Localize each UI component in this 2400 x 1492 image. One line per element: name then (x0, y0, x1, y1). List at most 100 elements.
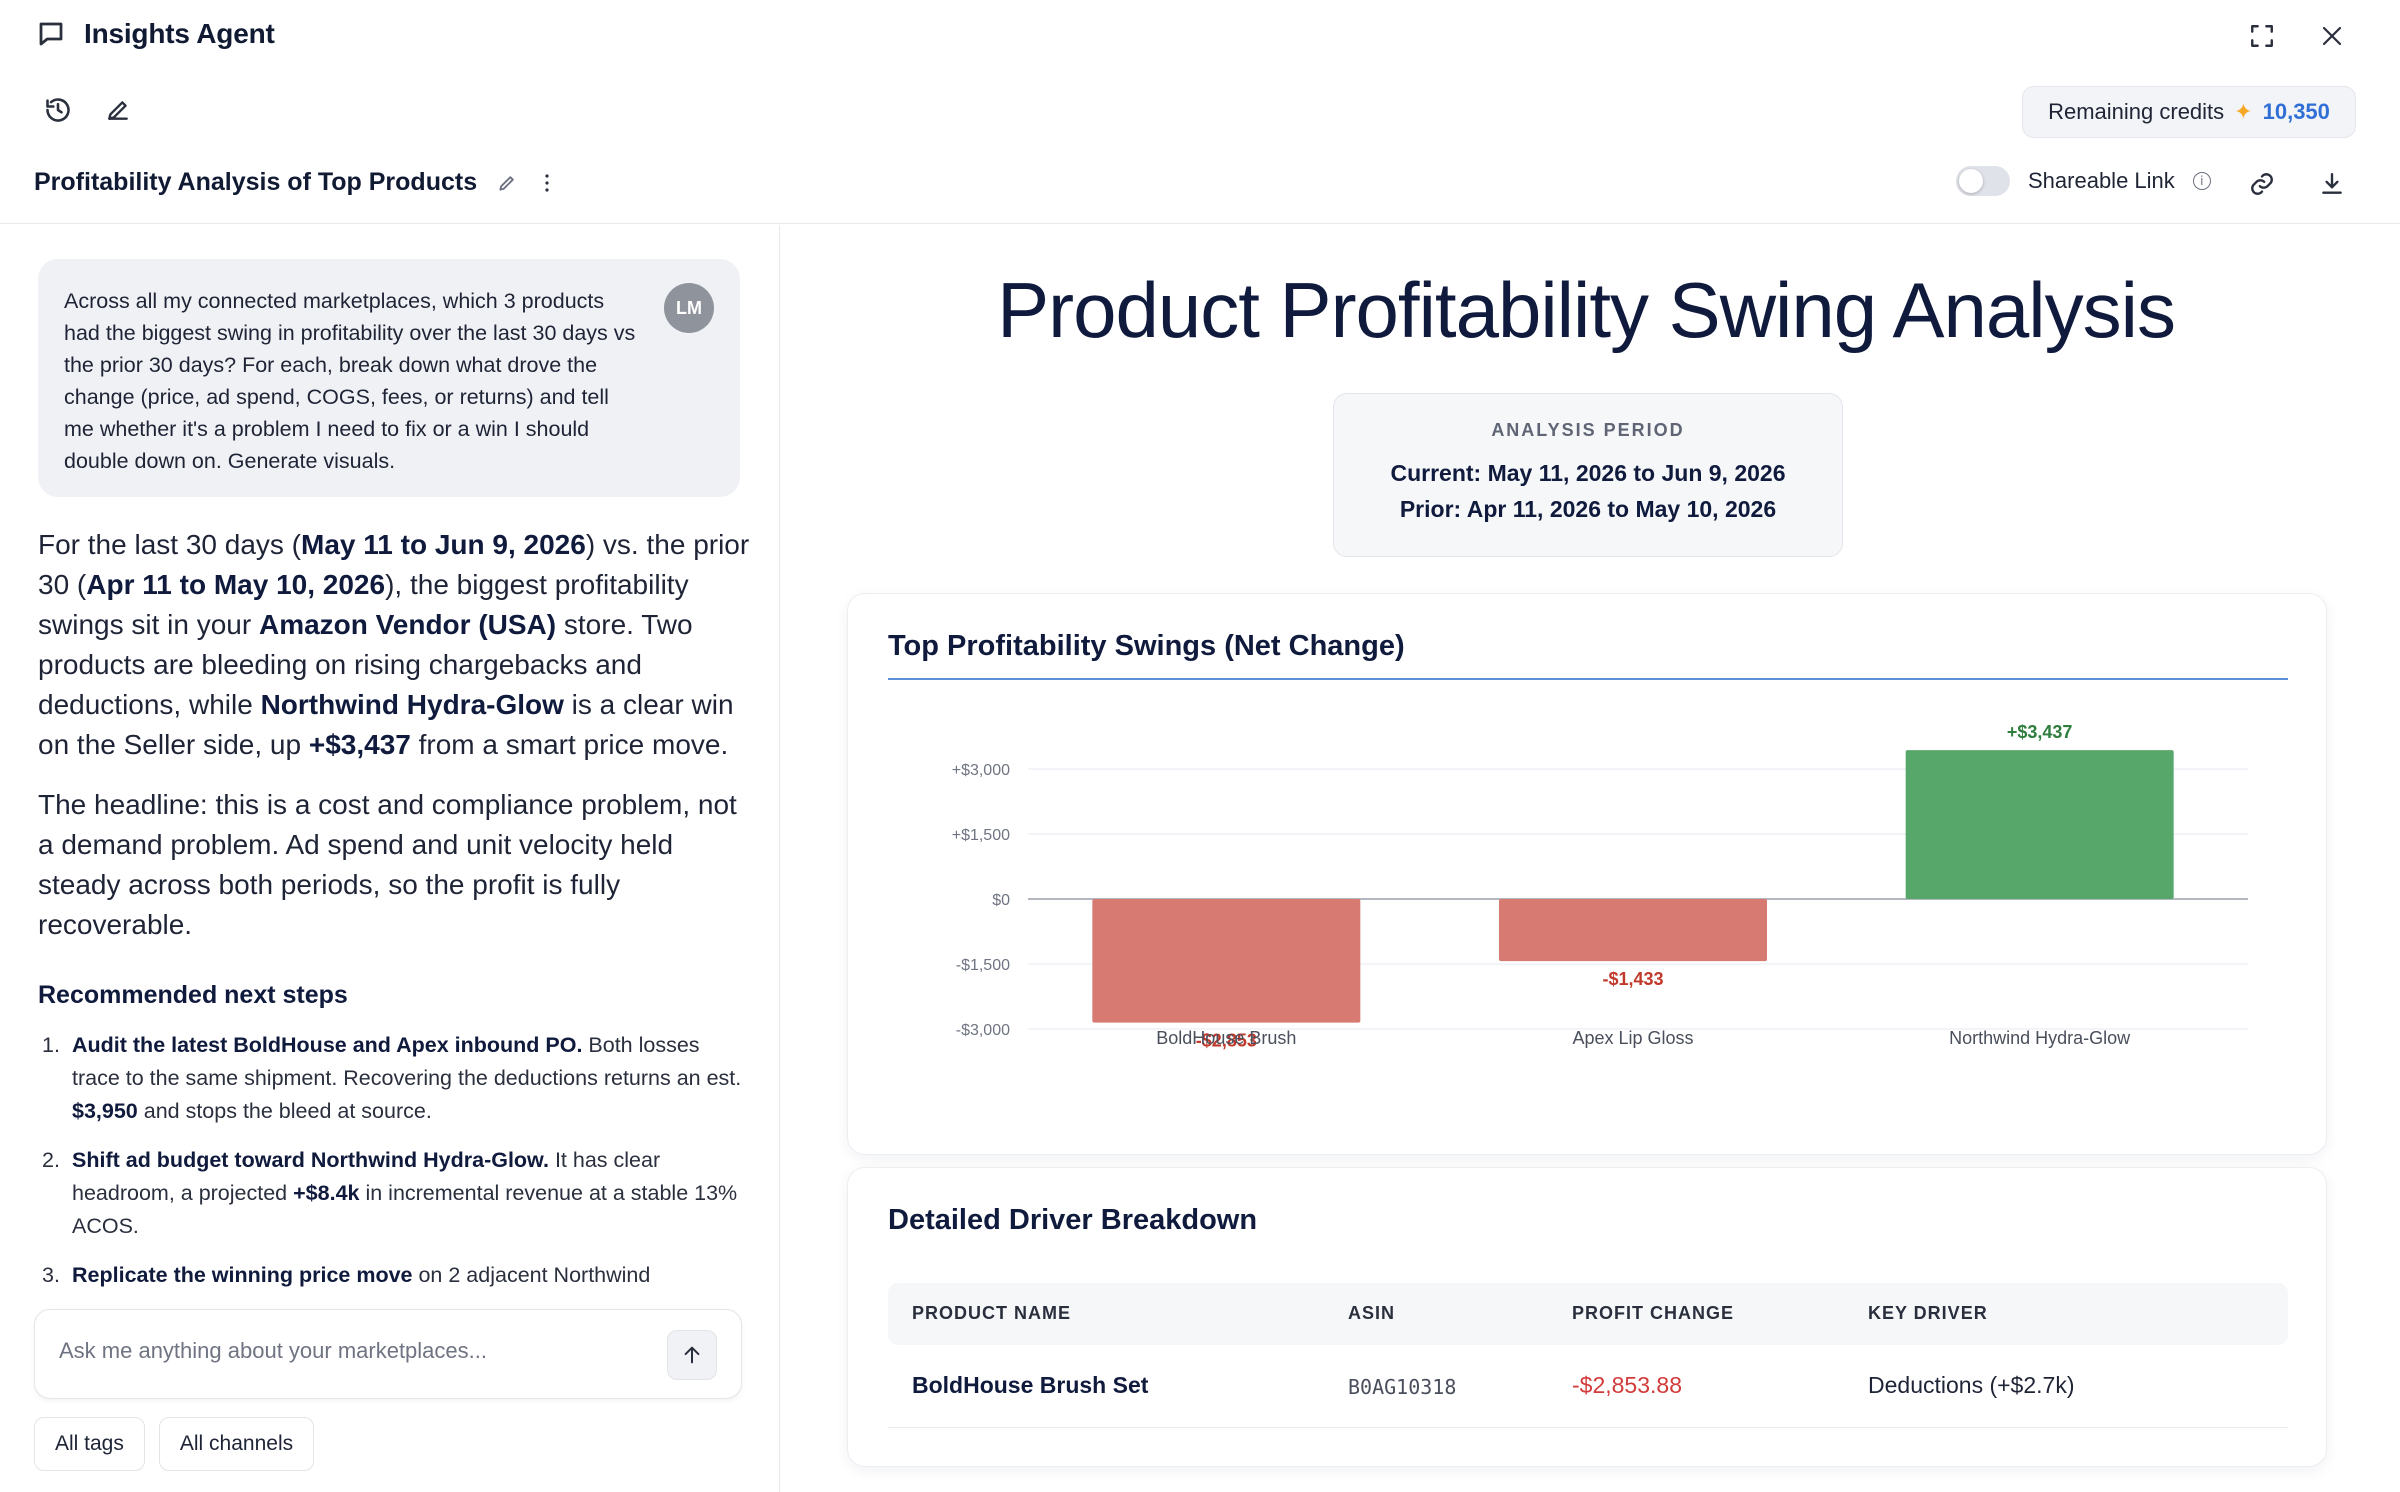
cell-profit-change: -$2,853.88 (1572, 1372, 1682, 1398)
sparkle-icon: ✦ (2234, 99, 2253, 124)
step-bold: Replicate the winning price move (72, 1263, 413, 1287)
filter-row: All tags All channels (34, 1417, 315, 1471)
answer-paragraph-2: The headline: this is a cost and complia… (38, 789, 737, 940)
y-tick-label: +$1,500 (952, 827, 1010, 844)
data-label: -$2,853 (1196, 1031, 1257, 1051)
info-icon[interactable]: i (2192, 172, 2211, 190)
step-bold: Shift ad budget toward Northwind Hydra-G… (72, 1148, 549, 1172)
x-tick-label: Northwind Hydra-Glow (1949, 1028, 2131, 1048)
download-icon[interactable] (2314, 166, 2350, 202)
rename-pencil-icon[interactable] (497, 173, 517, 193)
table-title: Detailed Driver Breakdown (888, 1204, 1258, 1236)
avatar: LM (664, 283, 714, 333)
y-tick-label: -$3,000 (956, 1022, 1010, 1039)
data-label: -$1,433 (1602, 969, 1663, 989)
answer-text: store. Two products are bleeding on risi… (38, 609, 693, 720)
column-header-profit-change: PROFIT CHANGE (1572, 1303, 1735, 1323)
x-tick-label: BoldHouse Brush (1156, 1028, 1296, 1048)
step-bold: Audit the latest BoldHouse and Apex inbo… (72, 1033, 583, 1057)
profit-swing-bar-chart: +$3,000 +$1,500 $0 -$1,500 -$3,000 -$2,853Bol… (952, 722, 2248, 1051)
list-item: 2. Shift ad budget toward Northwind Hydra… (38, 1144, 750, 1243)
answer-text: from a smart price move. (410, 729, 729, 760)
answer-text: is a clear win on the Seller side, up (38, 689, 734, 760)
prior-period: Prior: Apr 11, 2026 to May 10, 2026 (1399, 496, 1777, 522)
title-underline (888, 678, 2288, 680)
cell-product-name: BoldHouse Brush Set (912, 1372, 1149, 1398)
credits-label: Remaining credits (2048, 99, 2225, 124)
step-number: 3. (42, 1263, 60, 1287)
more-options-icon[interactable] (537, 171, 557, 195)
answer-bold: Northwind Hydra-Glow (260, 689, 564, 720)
conversation-title-group: Profitability Analysis of Top Products (34, 168, 557, 197)
report-pane: Product Profitability Swing Analysis ANA… (781, 225, 2400, 1492)
cell-asin: B0AG10318 (1348, 1375, 1457, 1399)
answer-text: ), the biggest profitability swings sit … (38, 569, 689, 640)
x-tick-label: Apex Lip Gloss (1572, 1028, 1693, 1048)
list-item: 3. Replicate the winning price move on 2 … (38, 1259, 750, 1292)
list-item: 1. Audit the latest BoldHouse and Apex in… (38, 1029, 750, 1128)
step-text: in incremental revenue at a stable 13% A… (72, 1181, 738, 1238)
analysis-period-card: ANALYSIS PERIOD Current: May 11, 2026 to… (1333, 393, 1843, 557)
assistant-answer: For the last 30 days (May 11 to Jun 9, 2… (38, 525, 750, 965)
step-bold: +$8.4k (293, 1181, 360, 1205)
close-icon[interactable] (2314, 18, 2350, 54)
answer-paragraph-1: For the last 30 days (May 11 to Jun 9, 2… (38, 525, 750, 765)
y-tick-label: +$3,000 (952, 762, 1010, 779)
link-icon[interactable] (2244, 166, 2280, 202)
answer-text: For the last 30 days ( (38, 529, 302, 560)
table-header: PRODUCT NAME ASIN PROFIT CHANGE KEY DRIV… (888, 1283, 2288, 1345)
new-chat-pencil-icon[interactable] (100, 92, 136, 128)
column-header-key-driver: KEY DRIVER (1868, 1303, 1988, 1323)
period-label: ANALYSIS PERIOD (1491, 420, 1685, 440)
app-title: Insights Agent (84, 18, 275, 49)
table-row: BoldHouse Brush Set B0AG10318 -$2,853.88… (888, 1348, 2288, 1428)
chart-title: Top Profitability Swings (Net Change) (888, 630, 1405, 662)
answer-bold: +$3,437 (308, 729, 411, 760)
step-text: Both losses trace to the same shipment. … (72, 1033, 742, 1090)
step-number: 1. (42, 1033, 60, 1057)
shareable-link-toggle[interactable] (1956, 166, 2010, 196)
driver-breakdown-card: Detailed Driver Breakdown PRODUCT NAME A… (847, 1167, 2327, 1467)
column-header-asin: ASIN (1348, 1303, 1396, 1323)
user-message-bubble: Across all my connected marketplaces, wh… (38, 259, 740, 497)
cell-key-driver: Deductions (+$2.7k) (1868, 1372, 2075, 1398)
remaining-credits-badge: Remaining credits ✦ 10,350 (2022, 86, 2356, 138)
history-icon[interactable] (40, 92, 76, 128)
answer-text: ) vs. the prior 30 ( (38, 529, 750, 600)
next-steps-list: 1. Audit the latest BoldHouse and Apex in… (38, 1029, 750, 1492)
conversation-header: Profitability Analysis of Top Products S… (0, 150, 2400, 224)
bar-northwind-hydra-glow (1905, 750, 2174, 899)
step-bold: $3,950 (72, 1099, 138, 1123)
answer-bold: May 11 to Jun 9, 2026 (301, 529, 586, 560)
current-period: Current: May 11, 2026 to Jun 9, 2026 (1390, 460, 1786, 486)
message-composer (34, 1309, 742, 1399)
y-tick-label: -$1,500 (956, 957, 1010, 974)
app-header: Insights Agent (36, 18, 275, 50)
send-button[interactable] (667, 1330, 717, 1380)
chat-input[interactable] (59, 1338, 659, 1364)
share-controls: Shareable Link i (1956, 166, 2211, 196)
credits-value: 10,350 (2262, 99, 2330, 124)
step-text: It has clear headroom, a projected (72, 1148, 661, 1205)
step-text: on 2 adjacent Northwind (412, 1263, 651, 1287)
step-number: 2. (42, 1148, 60, 1172)
steps-title: Recommended next steps (38, 981, 348, 1009)
bar-boldhouse-brush (1092, 899, 1361, 1023)
answer-bold: Apr 11 to May 10, 2026 (86, 569, 386, 600)
chat-pane: Across all my connected marketplaces, wh… (0, 225, 780, 1492)
user-message-text: Across all my connected marketplaces, wh… (64, 289, 636, 473)
conversation-title: Profitability Analysis of Top Products (34, 168, 478, 196)
bar-apex-lip-gloss (1499, 899, 1767, 962)
shareable-link-label: Shareable Link (2028, 168, 2175, 193)
all-tags-filter[interactable]: All tags (34, 1417, 145, 1471)
chat-bubble-icon (36, 19, 66, 49)
chart-card: Top Profitability Swings (Net Change) +$… (847, 593, 2327, 1155)
data-label: +$3,437 (2007, 722, 2073, 742)
y-tick-label: $0 (992, 892, 1010, 909)
all-channels-filter[interactable]: All channels (158, 1417, 315, 1471)
top-bar: Insights Agent (0, 0, 2400, 76)
answer-bold: Amazon Vendor (USA) (258, 609, 557, 640)
step-text: and stops the bleed at source. (137, 1099, 432, 1123)
column-header-product: PRODUCT NAME (912, 1303, 1071, 1323)
expand-icon[interactable] (2244, 18, 2280, 54)
